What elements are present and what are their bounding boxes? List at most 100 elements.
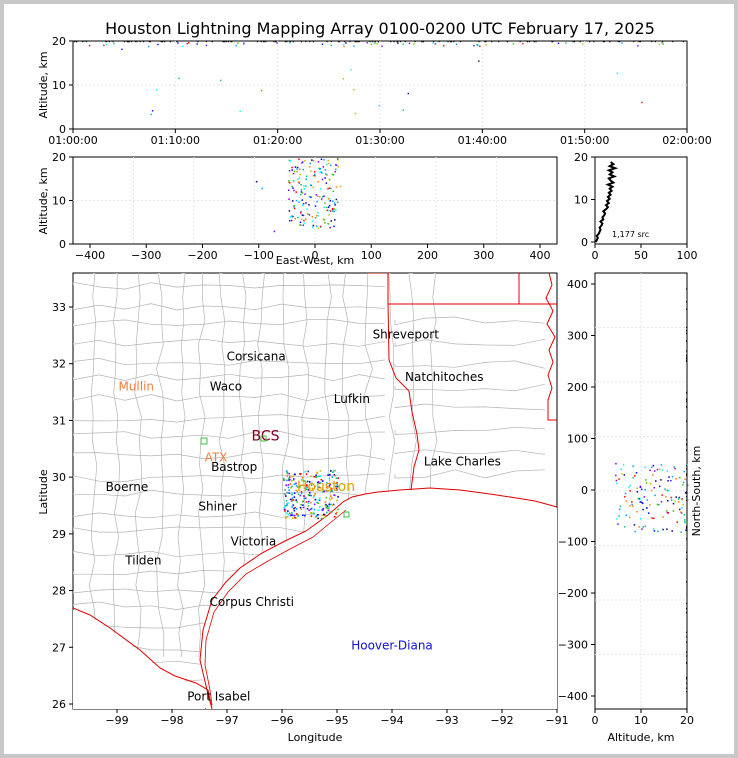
northsouth-altitude-panel: −400 −300 −200 −100 0 100 200 300 400 0 10 20 North… [558, 272, 703, 744]
ew-source-point [324, 202, 326, 204]
ns-axis-tick-label: −200 [558, 587, 588, 600]
ew-source-point [317, 211, 319, 214]
latitude-axis-tick-label: 32 [52, 358, 66, 371]
map-source-point [326, 482, 328, 484]
map-source-point [337, 496, 339, 498]
ns-source-point [686, 496, 688, 498]
time-source-point [455, 43, 458, 46]
ns-source-point [671, 530, 673, 532]
map-source-point [337, 477, 340, 479]
ns-source-point [666, 489, 669, 492]
hist-altitude-axis-tick-label: 20 [574, 151, 588, 164]
county-line [73, 489, 386, 498]
time-source-point [305, 41, 307, 43]
latitude-axis-tick-label: 30 [52, 471, 66, 484]
ew-source-point [316, 225, 318, 227]
map-source-point [329, 473, 331, 476]
time-source-point [354, 41, 356, 43]
ew-source-point [300, 193, 302, 196]
map-source-point [308, 500, 310, 503]
map-source-point [336, 489, 338, 491]
ew-source-point [301, 199, 304, 201]
time-source-point [284, 41, 287, 43]
ew-source-point [335, 164, 338, 166]
hist-count-axis-tick-label: 0 [592, 249, 599, 262]
ns-altitude-axis-tick-label: 10 [634, 714, 648, 727]
map-source-point [306, 470, 309, 472]
map-source-point [324, 504, 327, 507]
map-source-point [286, 515, 289, 518]
map-source-point [303, 480, 305, 482]
ew-source-point [308, 166, 311, 168]
ns-source-point [638, 498, 640, 500]
map-source-point [337, 508, 339, 511]
ns-source-point [686, 612, 688, 614]
ew-source-point [335, 186, 338, 188]
map-source-point [327, 509, 330, 512]
longitude-axis-tick-label: −97 [215, 714, 238, 727]
ns-source-point [639, 501, 642, 503]
map-source-point [322, 508, 325, 510]
map-source-point [293, 509, 296, 512]
time-source-point [147, 45, 150, 48]
city-label: Corpus Christi [210, 595, 295, 609]
ns-source-point [682, 503, 684, 506]
ew-source-point [327, 187, 330, 189]
map-source-point [299, 506, 302, 509]
time-axis-tick-label: 01:50:00 [560, 134, 609, 147]
ns-source-point [664, 489, 667, 491]
time-source-point [239, 110, 241, 113]
map-source-point [292, 478, 295, 480]
time-source-point [477, 44, 479, 47]
ew-source-point [337, 166, 340, 168]
map-source-point [319, 475, 322, 477]
city-label: Shreveport [373, 327, 440, 341]
lma-station-marker [260, 435, 267, 442]
ew-source-point [321, 178, 324, 181]
ns-source-point [686, 359, 688, 362]
ew-source-point [294, 166, 297, 168]
ns-source-point [686, 608, 688, 610]
map-source-point [285, 470, 288, 472]
time-axis-tick-label: 01:40:00 [458, 134, 507, 147]
ns-source-point [686, 641, 688, 643]
top-altitude-axis-tick-label: 10 [52, 79, 66, 92]
map-source-point [289, 514, 292, 516]
ns-source-point [649, 504, 651, 506]
ns-source-point [641, 528, 643, 530]
map-source-point [304, 481, 307, 484]
ns-axis-tick-label: −400 [558, 690, 588, 703]
time-source-point [552, 41, 554, 43]
ew-axis-tick-label: 300 [473, 249, 494, 262]
ew-source-point [293, 170, 296, 173]
time-source-point [357, 41, 359, 43]
city-label: Tilden [124, 554, 161, 568]
map-source-point [319, 481, 322, 484]
ew-source-point [303, 188, 306, 190]
ew-source-point [291, 200, 294, 202]
map-source-point [300, 492, 303, 495]
ns-source-point [641, 502, 644, 505]
northsouth-ylabel: North-South, km [690, 446, 703, 537]
time-source-point [85, 41, 87, 43]
map-xlabel: Longitude [288, 731, 343, 744]
lma-station-marker [343, 511, 350, 518]
ew-source-point [304, 193, 306, 195]
ew-source-point [335, 168, 337, 171]
time-source-point [112, 41, 114, 43]
ns-source-point [681, 498, 684, 501]
map-source-point [299, 494, 302, 497]
time-source-point [402, 43, 404, 45]
ns-source-point [686, 661, 688, 664]
map-source-point [325, 484, 328, 487]
northsouth-xlabel: Altitude, km [607, 731, 674, 744]
time-source-point [164, 41, 166, 43]
time-source-point [421, 41, 423, 43]
longitude-axis-tick-label: −99 [105, 714, 128, 727]
time-source-point [338, 41, 340, 43]
map-source-point [318, 482, 321, 485]
ew-source-point [328, 198, 331, 200]
source-histogram-panel: 0 10 20 0 50 100 1,177 src [574, 151, 698, 262]
time-source-point [397, 41, 399, 43]
